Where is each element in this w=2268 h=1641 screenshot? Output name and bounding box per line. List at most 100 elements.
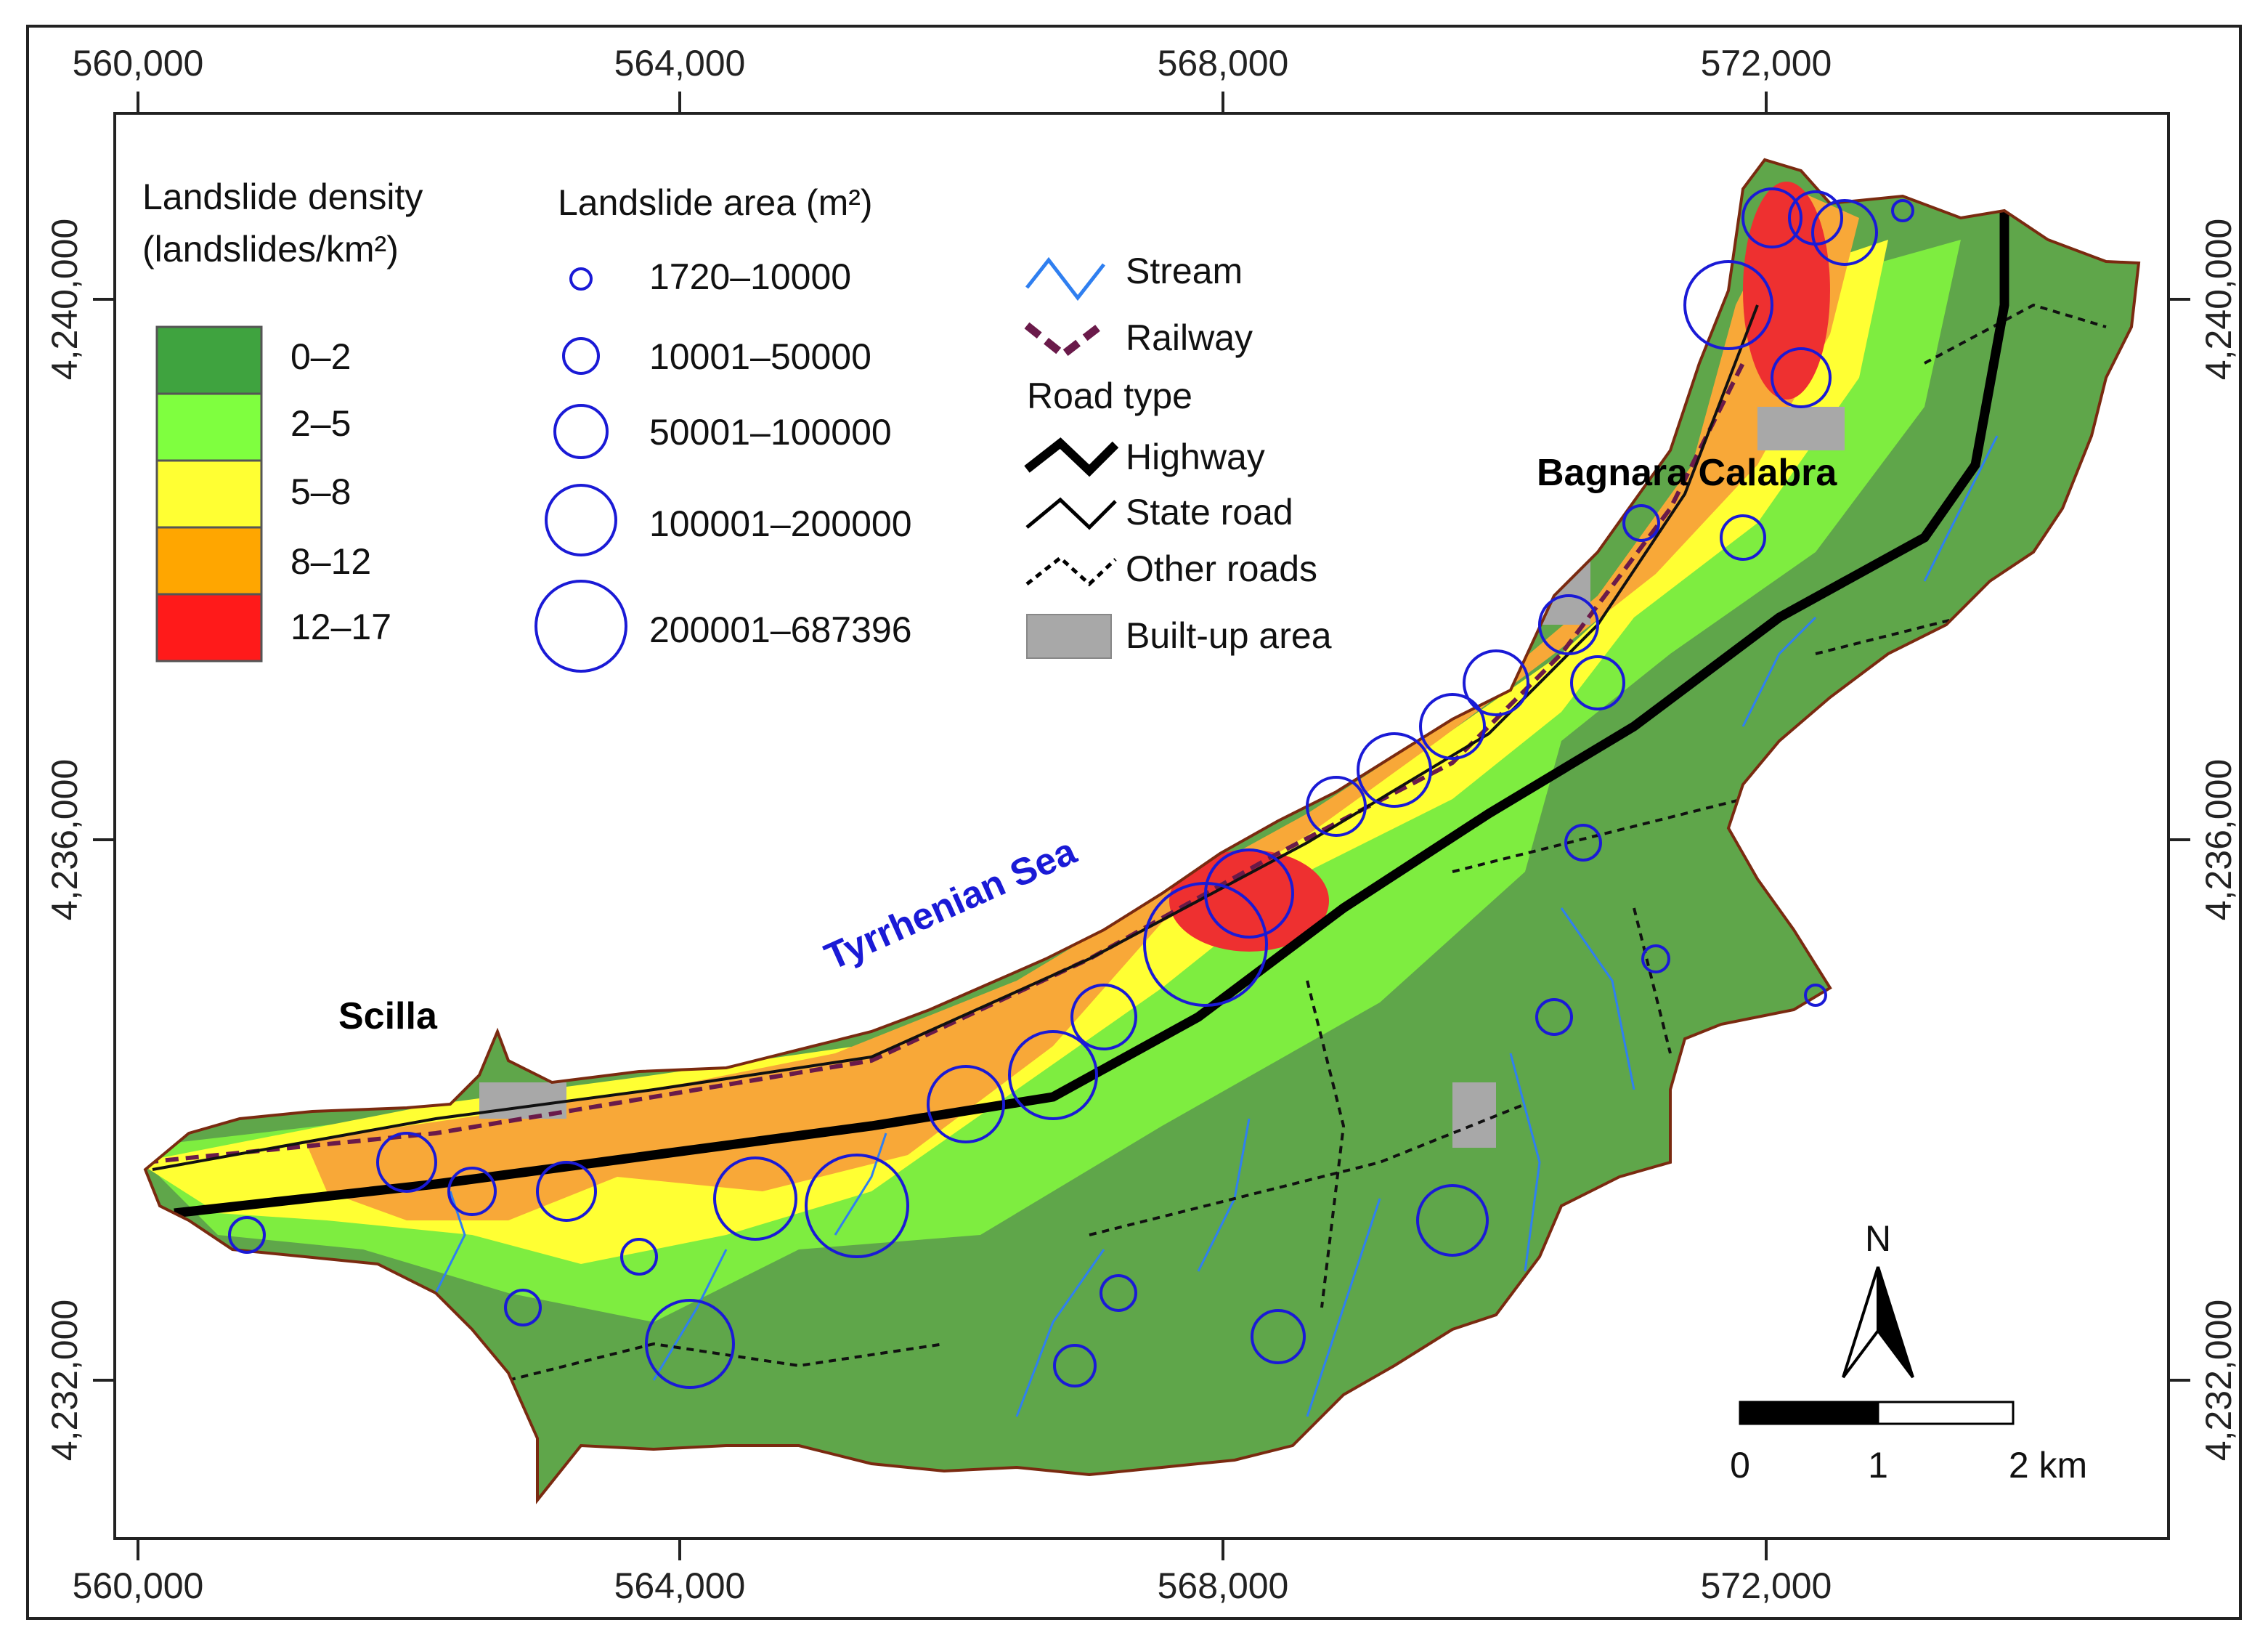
coastline bbox=[143, 158, 2141, 1504]
density-class-label: 2–5 bbox=[290, 403, 351, 444]
landslide-circle bbox=[927, 1065, 1005, 1143]
density-class-label: 5–8 bbox=[290, 471, 351, 512]
landslide-circle bbox=[1100, 1274, 1137, 1312]
landslide-circle bbox=[1811, 199, 1878, 266]
y-tick-label: 4,240,000 bbox=[44, 219, 85, 380]
landslide-circle bbox=[1204, 848, 1294, 939]
landslide-circle bbox=[1070, 984, 1137, 1050]
landslide-circle bbox=[1416, 1184, 1489, 1257]
landslide-circle bbox=[536, 1161, 597, 1222]
density-class-label: 12–17 bbox=[290, 607, 391, 647]
x-tick-label: 568,000 bbox=[1158, 1565, 1289, 1606]
landslide-circle bbox=[447, 1167, 497, 1216]
x-tick-label: 560,000 bbox=[73, 43, 204, 84]
landslide-circle bbox=[620, 1238, 658, 1276]
legend-railway-label: Railway bbox=[1126, 317, 1253, 358]
area-symbol-5 bbox=[535, 580, 627, 673]
area-symbol-1 bbox=[569, 267, 593, 291]
highway-line bbox=[174, 196, 2009, 1218]
landslide-circle bbox=[1570, 655, 1625, 710]
landslide-circle bbox=[1251, 1309, 1306, 1364]
density-swatch-12-17 bbox=[155, 593, 263, 663]
y-tick-label: 4,236,000 bbox=[2198, 759, 2239, 920]
landslide-circle bbox=[1535, 998, 1573, 1036]
density-swatch-8-12 bbox=[155, 526, 263, 596]
landslide-circle bbox=[1804, 984, 1827, 1007]
area-symbol-2 bbox=[562, 337, 600, 375]
landslide-circle bbox=[1463, 649, 1529, 716]
density-class-label: 8–12 bbox=[290, 541, 371, 582]
legend-stream-label: Stream bbox=[1126, 251, 1243, 291]
landslide-circle bbox=[1053, 1344, 1097, 1387]
y-tick-label: 4,232,000 bbox=[2198, 1300, 2239, 1461]
landslide-circle bbox=[1622, 504, 1660, 542]
landslide-circle bbox=[1564, 824, 1602, 862]
area-class-label: 10001–50000 bbox=[649, 336, 871, 377]
y-tick-label: 4,240,000 bbox=[2198, 219, 2239, 380]
legend-area-circles bbox=[535, 267, 627, 673]
x-tick-label: 564,000 bbox=[614, 1565, 746, 1606]
area-class-label: 50001–100000 bbox=[649, 412, 892, 453]
landslide-circle bbox=[1419, 693, 1486, 760]
landslide-circle bbox=[504, 1289, 542, 1326]
legend-highway-label: Highway bbox=[1126, 437, 1265, 477]
landslide-circle bbox=[1306, 776, 1367, 837]
landslide-circle bbox=[645, 1299, 735, 1389]
area-class-label: 200001–687396 bbox=[649, 609, 912, 650]
north-arrow: N bbox=[1842, 1218, 1914, 1379]
scale-label: 0 bbox=[1730, 1445, 1750, 1486]
landslide-circles bbox=[228, 187, 1914, 1389]
landslide-circle bbox=[1008, 1030, 1098, 1120]
north-label: N bbox=[1865, 1218, 1891, 1259]
legend-state-road-label: State road bbox=[1126, 492, 1293, 532]
x-tick-label: 560,000 bbox=[73, 1565, 204, 1606]
density-swatch-5-8 bbox=[155, 459, 263, 529]
x-tick-label: 572,000 bbox=[1701, 43, 1832, 84]
grid-ticks bbox=[93, 92, 2190, 1560]
landslide-circle bbox=[1641, 944, 1670, 973]
landslide-circle bbox=[805, 1154, 909, 1258]
legend-other-roads-symbol bbox=[1025, 555, 1117, 587]
landslide-circle bbox=[1683, 260, 1773, 350]
scale-bar: 0 1 2 km bbox=[1730, 1401, 2087, 1486]
place-label-scilla: Scilla bbox=[338, 995, 438, 1037]
legend-other-roads-label: Other roads bbox=[1126, 548, 1317, 589]
landslide-circle bbox=[1720, 514, 1766, 561]
legend-area-title: Landslide area (m²) bbox=[558, 182, 873, 223]
legend-stream-symbol bbox=[1025, 256, 1105, 301]
legend-railway-symbol bbox=[1024, 322, 1104, 360]
legend-built-up-label: Built-up area bbox=[1126, 615, 1332, 656]
area-class-label: 1720–10000 bbox=[649, 256, 851, 297]
railway-line bbox=[145, 362, 1745, 1164]
legend-road-type-title: Road type bbox=[1027, 376, 1192, 416]
area-symbol-3 bbox=[553, 404, 609, 459]
density-swatch-2-5 bbox=[155, 392, 263, 462]
legend-state-road-symbol bbox=[1025, 497, 1117, 530]
place-label-bagnara: Bagnara Calabra bbox=[1537, 452, 1837, 494]
built-up-area bbox=[1452, 1082, 1496, 1148]
legend-built-up-swatch bbox=[1026, 614, 1112, 659]
density-zone-12-17 bbox=[1743, 182, 1830, 400]
density-swatch-0-2 bbox=[155, 325, 263, 395]
legend-density-subtitle: (landslides/km²) bbox=[142, 229, 399, 270]
legend-density-swatches bbox=[155, 325, 263, 663]
state-road-line bbox=[152, 304, 1759, 1171]
area-symbol-4 bbox=[545, 484, 617, 556]
landslide-circle bbox=[1538, 594, 1599, 655]
x-tick-label: 568,000 bbox=[1158, 43, 1289, 84]
x-tick-label: 572,000 bbox=[1701, 1565, 1832, 1606]
landslide-circle bbox=[1741, 187, 1802, 248]
y-tick-label: 4,236,000 bbox=[44, 759, 85, 920]
area-class-label: 100001–200000 bbox=[649, 503, 912, 544]
landslide-circle bbox=[228, 1216, 266, 1254]
landslide-circle bbox=[1771, 347, 1832, 408]
scale-label: 2 km bbox=[2009, 1445, 2087, 1486]
y-tick-label: 4,232,000 bbox=[44, 1300, 85, 1461]
landslide-circle bbox=[1357, 732, 1432, 808]
landslide-circle bbox=[1891, 199, 1914, 222]
landslide-circle bbox=[713, 1156, 797, 1241]
scale-label: 1 bbox=[1868, 1445, 1888, 1486]
map-outer-frame bbox=[26, 25, 2242, 1620]
built-up-area bbox=[1757, 407, 1845, 450]
